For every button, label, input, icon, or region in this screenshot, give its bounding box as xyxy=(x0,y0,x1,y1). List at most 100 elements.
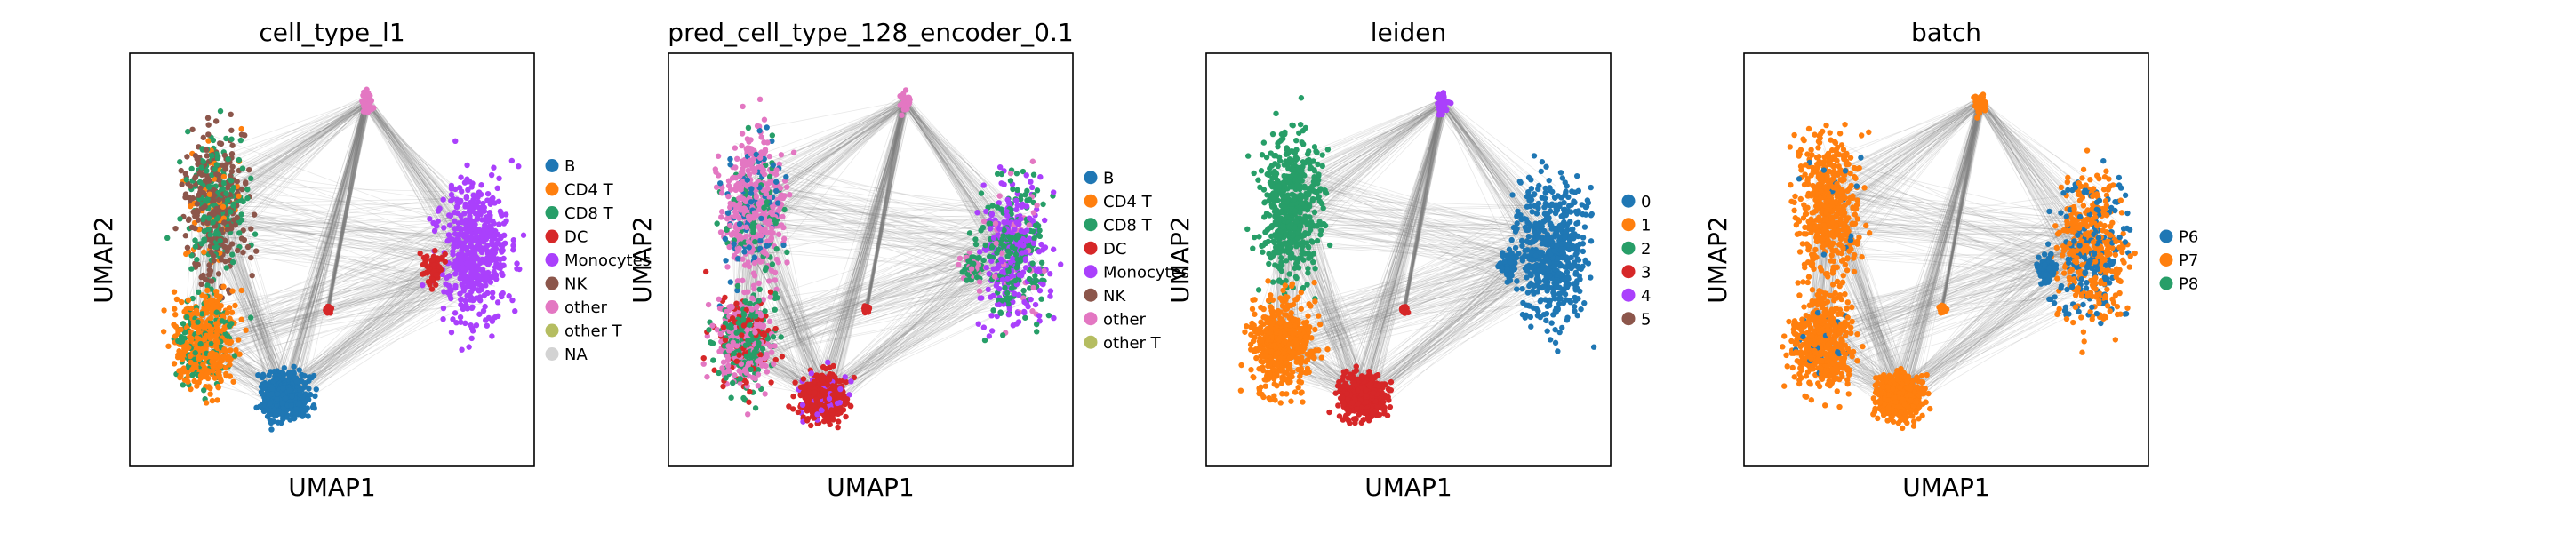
umap-point xyxy=(1033,277,1040,284)
umap-point xyxy=(205,138,212,144)
umap-point xyxy=(172,311,179,318)
umap-point xyxy=(768,235,774,242)
umap-point xyxy=(994,250,1000,256)
umap-point xyxy=(774,200,781,206)
umap-point xyxy=(835,424,841,431)
umap-point xyxy=(1029,260,1036,266)
umap-point xyxy=(748,186,755,192)
umap-point xyxy=(982,242,988,249)
umap-point xyxy=(734,278,741,284)
umap-point xyxy=(787,192,793,198)
umap-point xyxy=(468,283,476,290)
umap-point xyxy=(807,381,813,387)
umap-point xyxy=(1022,256,1028,262)
umap-point xyxy=(813,396,820,402)
umap-point xyxy=(204,310,210,316)
umap-point xyxy=(210,187,217,193)
umap-point xyxy=(1258,168,1265,174)
umap-point xyxy=(1015,310,1021,317)
umap-point xyxy=(1008,259,1014,266)
umap-point xyxy=(764,139,771,146)
umap-point xyxy=(164,235,171,242)
umap-point xyxy=(778,222,785,228)
umap-point xyxy=(996,163,1004,171)
umap-point xyxy=(1036,266,1042,272)
umap-point xyxy=(465,187,471,194)
umap-point xyxy=(809,402,816,409)
umap-point xyxy=(1324,147,1332,153)
umap-point xyxy=(457,314,464,321)
umap-point xyxy=(1282,131,1288,138)
umap-point xyxy=(213,205,220,212)
umap-point xyxy=(468,305,476,312)
umap-point xyxy=(812,389,818,396)
umap-point xyxy=(183,314,190,321)
legend-label: CD8 T xyxy=(1103,216,1153,235)
umap-point xyxy=(359,99,366,106)
umap-point xyxy=(248,226,254,232)
umap-point xyxy=(300,408,307,415)
umap-point xyxy=(736,215,742,222)
umap-point xyxy=(732,164,739,171)
umap-point xyxy=(1014,202,1020,209)
umap-point xyxy=(288,406,295,412)
umap-point xyxy=(999,298,1006,304)
umap-point xyxy=(196,179,204,186)
umap-point xyxy=(469,328,476,334)
umap-point xyxy=(194,383,200,389)
umap-point xyxy=(1323,190,1330,196)
legend-marker xyxy=(1084,171,1098,185)
umap-point xyxy=(460,244,466,251)
umap-point xyxy=(771,361,777,367)
umap-point xyxy=(480,200,486,207)
umap-point xyxy=(245,166,252,173)
umap-point xyxy=(296,367,302,373)
umap-point xyxy=(761,204,767,211)
umap-point xyxy=(991,274,998,280)
umap-point xyxy=(1250,245,1256,251)
umap-point xyxy=(1040,281,1046,288)
umap-point xyxy=(1276,154,1283,161)
umap-point xyxy=(1026,275,1033,282)
umap-point xyxy=(1255,177,1261,183)
umap-point xyxy=(748,366,754,373)
umap-point xyxy=(1310,223,1317,229)
umap-point xyxy=(743,224,750,230)
umap-point xyxy=(756,155,764,161)
umap-point xyxy=(219,318,226,324)
umap-point xyxy=(427,282,433,288)
umap-point xyxy=(497,261,503,268)
umap-point xyxy=(248,254,254,261)
umap-point xyxy=(705,301,712,308)
umap-point xyxy=(520,232,527,238)
umap-point xyxy=(1292,265,1298,271)
umap-point xyxy=(441,225,447,231)
umap-point xyxy=(202,293,209,300)
umap-point xyxy=(990,235,997,241)
umap-point xyxy=(747,388,753,395)
umap-point xyxy=(740,310,747,317)
umap-point xyxy=(452,284,459,291)
umap-point xyxy=(978,190,985,196)
umap-point xyxy=(440,305,447,312)
umap-point xyxy=(226,322,233,330)
umap-point xyxy=(464,176,470,182)
umap-point xyxy=(209,152,215,159)
umap-point xyxy=(479,205,485,211)
umap-point xyxy=(990,292,996,299)
umap-point xyxy=(759,169,766,175)
umap-point xyxy=(981,337,988,344)
umap-point xyxy=(220,215,227,221)
umap-point xyxy=(724,210,732,216)
umap-point xyxy=(252,231,259,237)
umap-point xyxy=(240,198,246,205)
umap-point xyxy=(972,236,979,243)
umap-point xyxy=(234,247,241,254)
umap-point xyxy=(727,222,733,229)
umap-point xyxy=(361,89,367,96)
umap-point xyxy=(1302,124,1309,131)
umap-point xyxy=(745,213,752,219)
umap-point xyxy=(988,313,995,319)
umap-point xyxy=(499,270,505,276)
umap-point xyxy=(832,374,838,380)
